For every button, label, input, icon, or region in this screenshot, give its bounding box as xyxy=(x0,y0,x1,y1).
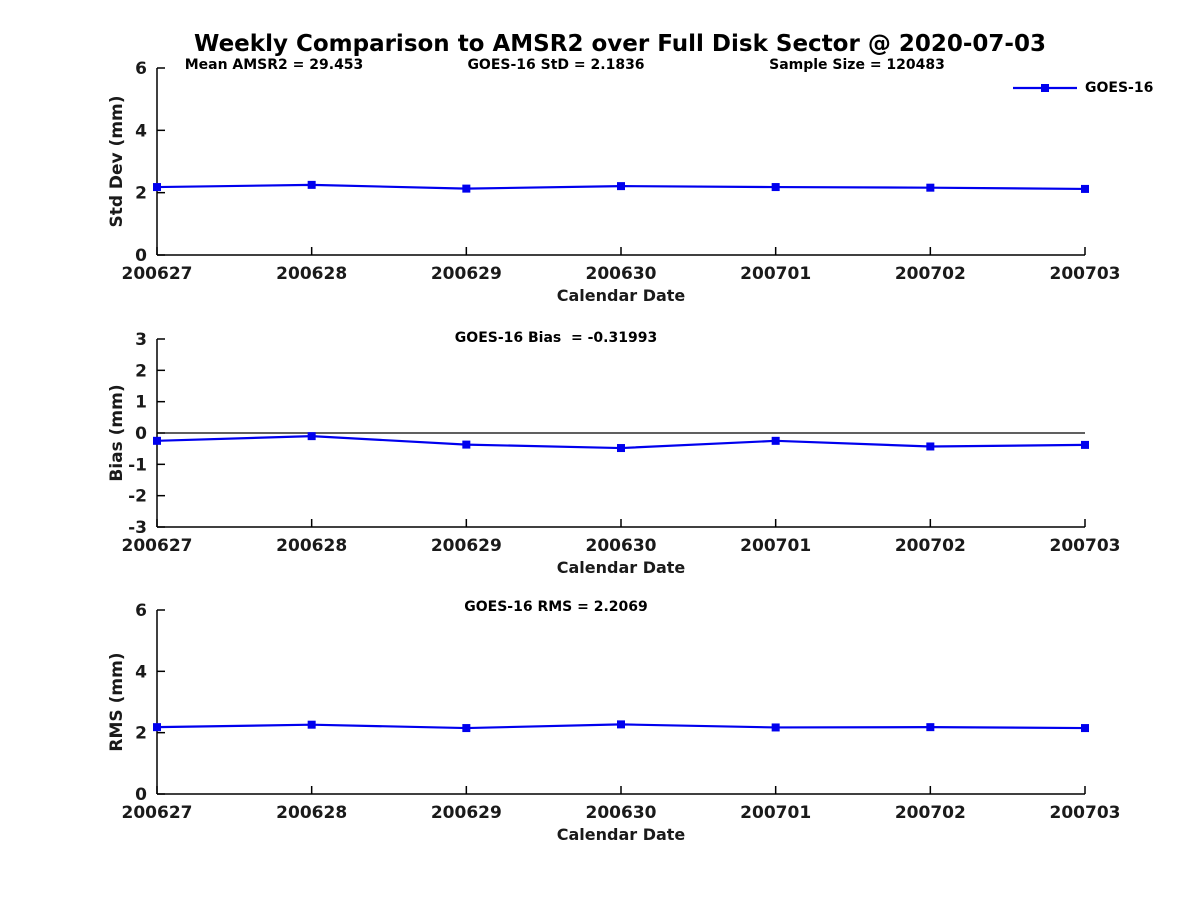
x-tick-label: 200627 xyxy=(122,536,193,556)
y-tick-label: 2 xyxy=(135,724,147,744)
x-tick-label: 200701 xyxy=(740,536,811,556)
stat-sample-size: Sample Size = 120483 xyxy=(769,57,945,73)
x-tick-label: 200703 xyxy=(1050,803,1121,823)
data-point xyxy=(1081,724,1089,733)
y-tick-label: 0 xyxy=(135,246,147,266)
legend-entry-goes16: GOES-16 xyxy=(1085,80,1154,96)
x-axis-title: Calendar Date xyxy=(557,825,686,844)
x-tick-label: 200703 xyxy=(1050,264,1121,284)
x-tick-label: 200629 xyxy=(431,803,502,823)
data-point xyxy=(771,183,780,192)
x-tick-label: 200628 xyxy=(276,536,347,556)
x-tick-label: 200702 xyxy=(895,803,966,823)
data-point xyxy=(153,183,161,192)
y-tick-label: 0 xyxy=(135,424,147,444)
data-point xyxy=(462,184,471,193)
data-point xyxy=(771,436,780,445)
data-point xyxy=(926,183,935,192)
y-axis-title: Std Dev (mm) xyxy=(107,95,127,227)
stat-goes16-rms: GOES-16 RMS = 2.2069 xyxy=(464,599,648,615)
data-point xyxy=(462,440,471,449)
data-point xyxy=(307,180,316,189)
x-axis-title: Calendar Date xyxy=(557,286,686,305)
y-tick-label: 6 xyxy=(135,601,147,621)
x-tick-label: 200629 xyxy=(431,264,502,284)
data-point xyxy=(617,444,625,453)
data-point xyxy=(926,723,935,732)
figure-title: Weekly Comparison to AMSR2 over Full Dis… xyxy=(194,31,1046,57)
x-tick-label: 200701 xyxy=(740,803,811,823)
y-tick-label: -3 xyxy=(128,518,147,538)
x-tick-label: 200628 xyxy=(276,803,347,823)
y-tick-label: 4 xyxy=(135,121,147,141)
y-tick-label: 4 xyxy=(135,662,147,682)
y-tick-label: 2 xyxy=(135,184,147,204)
data-point xyxy=(153,723,161,732)
y-axis-title: RMS (mm) xyxy=(107,652,127,751)
x-tick-label: 200702 xyxy=(895,536,966,556)
data-point xyxy=(617,182,625,191)
y-tick-label: 3 xyxy=(135,330,147,350)
x-tick-label: 200629 xyxy=(431,536,502,556)
x-tick-label: 200630 xyxy=(586,803,657,823)
x-tick-label: 200630 xyxy=(586,264,657,284)
y-tick-label: 2 xyxy=(135,361,147,381)
x-tick-label: 200627 xyxy=(122,803,193,823)
y-tick-label: -1 xyxy=(128,455,147,475)
y-tick-label: 6 xyxy=(135,59,147,79)
subplot-rms: 0 2 4 6 200627 200628 200629 200630 200701 200702… xyxy=(107,601,1120,844)
data-point xyxy=(153,436,161,445)
stat-mean-amsr2: Mean AMSR2 = 29.453 xyxy=(184,57,364,73)
data-point xyxy=(1081,184,1089,193)
x-tick-label: 200702 xyxy=(895,264,966,284)
subplot-std-dev: 0 2 4 6 200627 200628 200629 200630 200701 200702… xyxy=(107,59,1120,305)
x-tick-label: 200703 xyxy=(1050,536,1121,556)
x-tick-label: 200701 xyxy=(740,264,811,284)
data-point xyxy=(307,720,316,729)
x-axis-title: Calendar Date xyxy=(557,558,686,577)
y-tick-label: 1 xyxy=(135,393,147,413)
y-tick-label: -2 xyxy=(128,487,147,507)
y-tick-label: 0 xyxy=(135,785,147,805)
data-point xyxy=(462,724,471,733)
data-point xyxy=(771,723,780,732)
data-point xyxy=(1081,440,1089,449)
data-point xyxy=(307,432,316,441)
data-point xyxy=(617,720,625,729)
data-point xyxy=(926,442,935,451)
x-tick-label: 200627 xyxy=(122,264,193,284)
stat-goes16-bias: GOES-16 Bias = -0.31993 xyxy=(454,330,658,346)
subplot-bias: -3 -2 -1 0 1 2 3 200627 200628 200629 200630 200701… xyxy=(107,330,1120,577)
legend: GOES-16 xyxy=(1012,80,1153,96)
y-axis-title: Bias (mm) xyxy=(107,384,127,481)
x-tick-label: 200628 xyxy=(276,264,347,284)
legend-line-sample-icon xyxy=(1013,84,1077,92)
x-tick-label: 200630 xyxy=(586,536,657,556)
stat-goes16-std: GOES-16 StD = 2.1836 xyxy=(467,57,645,73)
